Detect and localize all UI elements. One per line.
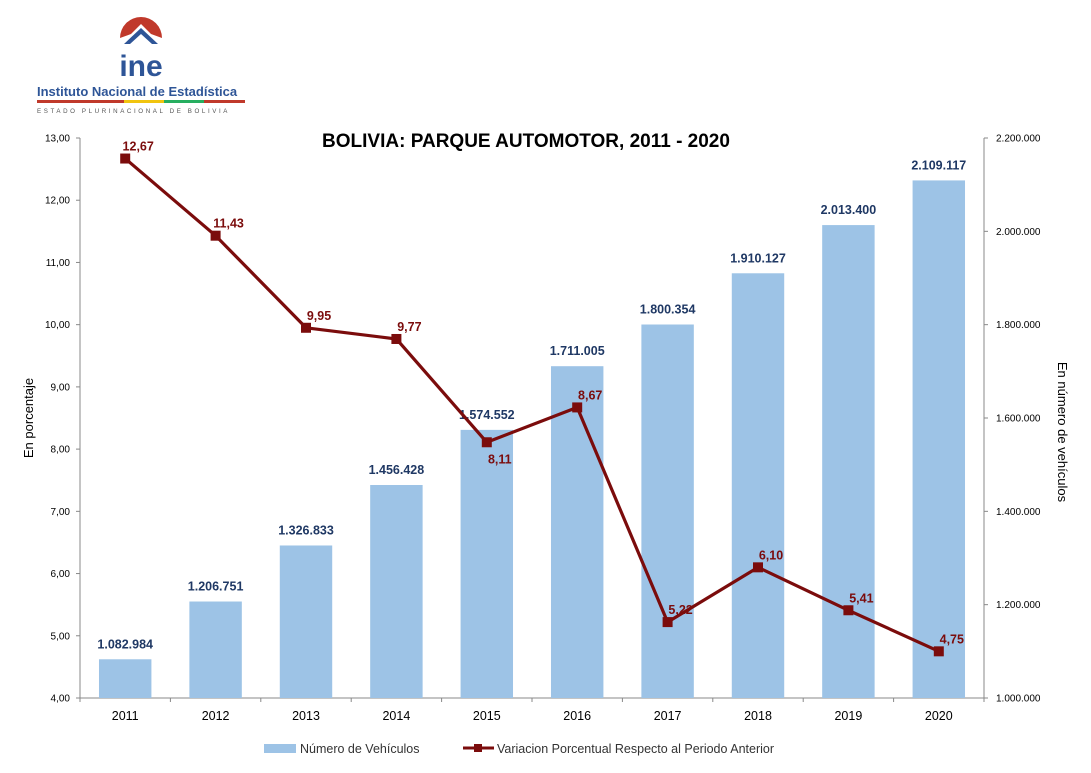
line-series: 12,67 11,43 9,95 9,77 8,11 8,67 5,22 6,10 5,41 4,… bbox=[120, 140, 964, 657]
bar-series: 1.082.984 1.206.751 1.326.833 1.456.428 1.57… bbox=[97, 158, 966, 699]
y-right-tick-label: 1.800.000 bbox=[996, 320, 1041, 331]
bar-data-label: 1.456.428 bbox=[369, 463, 425, 477]
line-path bbox=[124, 157, 940, 653]
y-left-tick-label: 13,00 bbox=[45, 134, 70, 145]
x-tick-label: 2018 bbox=[744, 709, 772, 723]
legend: Número de Vehículos Variacion Porcentual … bbox=[264, 742, 774, 756]
bar-data-label: 1.574.552 bbox=[459, 408, 515, 422]
line-marker-2015 bbox=[481, 437, 492, 448]
y-left-axis-title: En porcentaje bbox=[21, 378, 36, 458]
line-data-label: 9,77 bbox=[397, 320, 421, 334]
bar-2014 bbox=[370, 485, 423, 698]
line-data-label: 9,95 bbox=[307, 309, 331, 323]
line-data-label: 8,11 bbox=[488, 452, 512, 466]
bar-2019 bbox=[822, 225, 875, 698]
bar-2017 bbox=[641, 324, 694, 698]
bar-data-label: 2.109.117 bbox=[911, 158, 966, 172]
x-tick-label: 2017 bbox=[654, 709, 682, 723]
line-marker-2019 bbox=[843, 605, 854, 616]
bar-2020 bbox=[912, 180, 966, 699]
y-right-tick-label: 1.200.000 bbox=[996, 600, 1041, 611]
x-tick-label: 2012 bbox=[202, 709, 230, 723]
y-left-tick-label: 7,00 bbox=[51, 507, 71, 518]
y-right-axis-title: En número de vehículos bbox=[1055, 362, 1070, 503]
x-tick-label: 2011 bbox=[112, 709, 139, 723]
y-left-tick-label: 12,00 bbox=[45, 196, 70, 207]
line-marker-2011 bbox=[120, 153, 131, 164]
y-right-tick-label: 1.400.000 bbox=[996, 507, 1041, 518]
bar-2012 bbox=[189, 601, 242, 698]
bar-2011 bbox=[98, 659, 152, 698]
line-marker-2020 bbox=[933, 646, 944, 657]
line-data-label: 4,75 bbox=[940, 632, 964, 646]
logo-wordmark: ine bbox=[119, 50, 162, 83]
legend-swatch-marker bbox=[474, 744, 482, 752]
bar-2015 bbox=[460, 429, 514, 698]
ine-logo: ine Instituto Nacional de Estadística ES… bbox=[34, 4, 248, 116]
line-marker-2017 bbox=[662, 617, 673, 628]
chart-title: BOLIVIA: PARQUE AUTOMOTOR, 2011 - 2020 bbox=[322, 131, 730, 152]
line-data-label: 5,41 bbox=[849, 591, 873, 605]
y-left-tick-label: 10,00 bbox=[45, 320, 70, 331]
logo-subtitle: ESTADO PLURINACIONAL DE BOLIVIA bbox=[37, 108, 230, 115]
bar-2013 bbox=[279, 545, 333, 698]
x-tick-label: 2019 bbox=[834, 709, 862, 723]
y-left-tick-label: 5,00 bbox=[51, 631, 71, 642]
bar-2016 bbox=[550, 366, 604, 698]
logo-stripe-green bbox=[164, 100, 204, 103]
y-left-tick-label: 4,00 bbox=[51, 694, 71, 705]
x-tick-label: 2020 bbox=[925, 709, 953, 723]
y-right-tick-label: 1.600.000 bbox=[996, 414, 1041, 425]
legend-label-bars: Número de Vehículos bbox=[300, 742, 420, 756]
logo-stripe-yellow bbox=[124, 100, 164, 103]
line-data-label: 8,67 bbox=[578, 388, 602, 402]
line-marker-2012 bbox=[210, 230, 221, 241]
line-data-label: 5,22 bbox=[668, 603, 692, 617]
line-marker-2013 bbox=[301, 322, 311, 333]
bar-data-label: 1.206.751 bbox=[188, 580, 244, 594]
bar-data-label: 2.013.400 bbox=[821, 203, 877, 217]
bar-data-label: 1.082.984 bbox=[97, 637, 153, 651]
y-left-tick-label: 11,00 bbox=[46, 258, 71, 269]
x-tick-label: 2016 bbox=[563, 709, 591, 723]
bar-data-label: 1.910.127 bbox=[730, 251, 786, 265]
y-right-tick-label: 2.200.000 bbox=[996, 134, 1041, 145]
line-data-label: 11,43 bbox=[213, 217, 244, 231]
bar-data-label: 1.326.833 bbox=[278, 523, 334, 537]
line-data-label: 12,67 bbox=[123, 140, 154, 154]
line-marker-2016 bbox=[572, 402, 583, 413]
ine-logo-emblem: ine Instituto Nacional de Estadística ES… bbox=[37, 17, 245, 115]
x-tick-label: 2013 bbox=[292, 709, 320, 723]
x-tick-label: 2014 bbox=[382, 709, 410, 723]
y-left-tick-label: 6,00 bbox=[51, 569, 71, 580]
y-right-tick-label: 2.000.000 bbox=[996, 227, 1041, 238]
y-left-tick-label: 8,00 bbox=[51, 445, 71, 456]
line-marker-2018 bbox=[753, 562, 763, 573]
logo-institute-name: Instituto Nacional de Estadística bbox=[37, 84, 238, 99]
y-left-tick-label: 9,00 bbox=[51, 382, 71, 393]
legend-label-line: Variacion Porcentual Respecto al Periodo… bbox=[497, 742, 774, 756]
line-data-label: 6,10 bbox=[759, 548, 783, 562]
legend-swatch-bars bbox=[264, 744, 296, 753]
bar-data-label: 1.800.354 bbox=[640, 303, 696, 317]
bar-data-label: 1.711.005 bbox=[550, 344, 605, 358]
bar-2018 bbox=[731, 273, 785, 698]
y-right-tick-label: 1.000.000 bbox=[996, 694, 1041, 705]
x-tick-label: 2015 bbox=[473, 709, 501, 723]
line-marker-2014 bbox=[391, 333, 402, 344]
